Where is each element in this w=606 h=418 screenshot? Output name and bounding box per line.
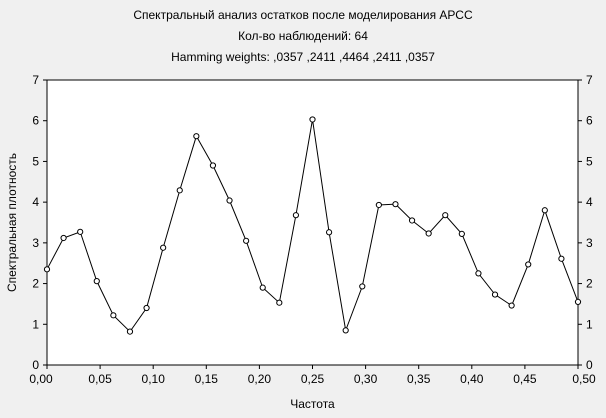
data-point <box>309 116 316 123</box>
data-point <box>77 228 84 235</box>
data-point <box>392 201 399 208</box>
data-point <box>475 270 482 277</box>
x-tick-label: 0,10 <box>142 372 166 386</box>
chart-note: Hamming weights: ,0357 ,2411 ,4464 ,2411… <box>171 50 435 64</box>
data-point <box>209 162 217 169</box>
y-tick-label-left: 7 <box>32 73 39 87</box>
data-point <box>458 230 465 237</box>
x-tick-label: 0,25 <box>301 372 325 386</box>
x-tick-label: 0,50 <box>572 372 596 386</box>
data-point <box>508 302 515 309</box>
data-point <box>110 312 117 319</box>
y-tick-label-left: 0 <box>32 358 39 372</box>
data-point <box>93 278 100 285</box>
y-tick-label-right: 5 <box>586 154 593 168</box>
data-point <box>574 298 582 305</box>
y-axis-label: Спектральная плотность <box>5 153 19 292</box>
x-tick-label: 0,30 <box>354 372 378 386</box>
data-point <box>359 283 366 290</box>
plot-area <box>46 79 579 366</box>
y-tick-label-right: 3 <box>586 236 593 250</box>
data-point <box>43 266 51 273</box>
y-tick-label-left: 1 <box>32 317 39 331</box>
x-tick-label: 0,05 <box>88 372 112 386</box>
data-point <box>541 207 548 214</box>
y-tick-label-left: 6 <box>32 114 39 128</box>
data-point <box>408 217 416 224</box>
y-tick-label-left: 4 <box>32 195 39 209</box>
data-point <box>176 187 183 194</box>
data-point <box>60 234 67 242</box>
data-point <box>292 212 300 219</box>
data-point <box>491 291 499 298</box>
y-tick-label-right: 6 <box>586 114 593 128</box>
y-tick-label-left: 2 <box>32 277 39 291</box>
x-tick-label: 0,00 <box>29 372 53 386</box>
y-tick-label-left: 5 <box>32 154 39 168</box>
chart-title: Спектральный анализ остатков после модел… <box>133 8 473 22</box>
y-tick-label-right: 4 <box>586 195 593 209</box>
y-tick-label-left: 3 <box>32 236 39 250</box>
x-tick-label: 0,45 <box>513 372 537 386</box>
data-point <box>143 304 150 312</box>
data-point <box>525 261 532 268</box>
data-point <box>193 133 200 140</box>
x-axis-label: Частота <box>290 397 335 411</box>
data-point <box>126 328 134 335</box>
y-tick-label-right: 1 <box>586 317 593 331</box>
data-point <box>243 237 250 244</box>
data-point <box>442 212 449 219</box>
data-point <box>259 284 266 291</box>
y-tick-label-right: 2 <box>586 277 593 291</box>
data-point <box>226 197 233 204</box>
data-point <box>276 299 283 306</box>
data-point <box>375 201 382 209</box>
data-point <box>325 229 333 236</box>
y-tick-label-right: 0 <box>586 358 593 372</box>
data-point <box>425 230 432 237</box>
data-point <box>342 327 349 334</box>
chart-subtitle: Кол-во наблюдений: 64 <box>238 29 368 43</box>
x-tick-label: 0,15 <box>195 372 219 386</box>
data-point <box>160 244 167 251</box>
data-point <box>558 255 565 262</box>
x-tick-label: 0,40 <box>460 372 484 386</box>
y-tick-label-right: 7 <box>586 73 593 87</box>
x-tick-label: 0,35 <box>407 372 431 386</box>
x-tick-label: 0,20 <box>248 372 272 386</box>
